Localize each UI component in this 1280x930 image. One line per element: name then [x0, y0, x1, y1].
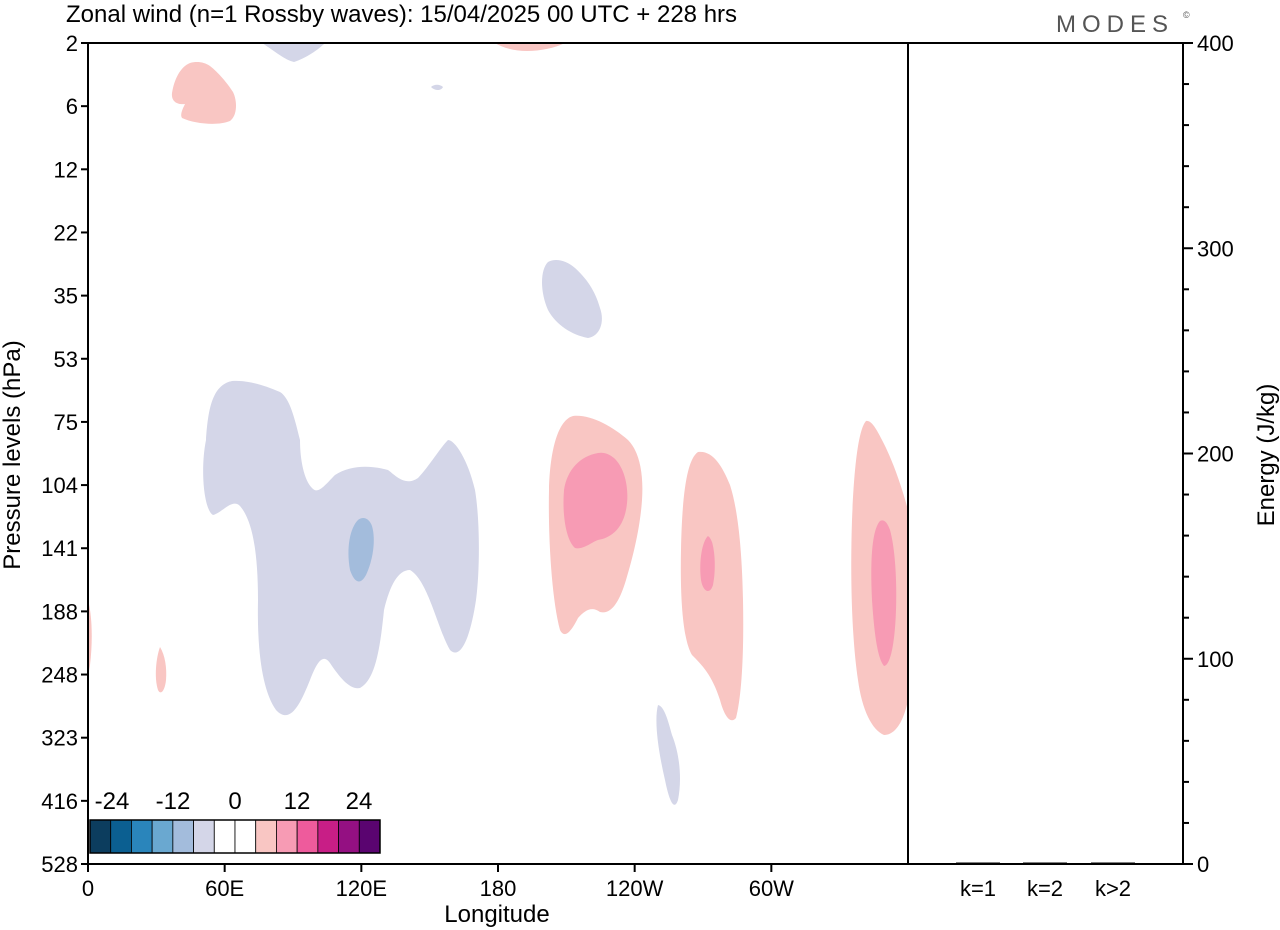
x-tick-label: 120E: [336, 876, 387, 901]
modes-logo: MODES: [1056, 11, 1174, 38]
y-tick-label: 188: [41, 599, 78, 624]
y-tick-label: 53: [54, 347, 78, 372]
y-tick-label: 22: [54, 220, 78, 245]
y-tick-label: 35: [54, 284, 78, 309]
y-tick-label: 2: [66, 31, 78, 56]
contour-negative-weak-top: [262, 43, 325, 62]
contour-negative-weak-lower: [656, 705, 680, 805]
energy-axis-ticks: 0 100 200 300 400: [1183, 31, 1234, 877]
colorbar-swatch: [172, 819, 194, 854]
y-axis-ticks: 2 6 12 22 35 53 75 104 141 188 248 323 416 528: [41, 31, 88, 877]
colorbar-swatch: [296, 819, 319, 854]
energy-bar: [956, 862, 1000, 864]
y-tick-label: 248: [41, 663, 78, 688]
energy-category-label: k=2: [1027, 876, 1063, 901]
contour-negative-weak-dot: [431, 84, 443, 90]
y-tick-label: 6: [66, 94, 78, 119]
colorbar-swatch: [338, 819, 360, 854]
x-axis-ticks: 0 60E 120E 180 120W 60W: [82, 864, 794, 901]
colorbar: [89, 819, 381, 854]
x-tick-label: 60E: [205, 876, 244, 901]
colorbar-frame: [89, 819, 381, 854]
colorbar-swatch: [151, 819, 174, 854]
logo-registered-mark: ©: [1183, 10, 1190, 20]
contour-positive-moderate-a: [563, 452, 628, 549]
energy-tick-label: 200: [1197, 442, 1234, 467]
colorbar-tick-label: 0: [228, 788, 241, 815]
x-tick-label: 180: [480, 876, 517, 901]
colorbar-tick-label: 24: [346, 788, 373, 815]
contour-positive-weak-e: [155, 647, 167, 693]
energy-axis-title: Energy (J/kg): [1253, 384, 1280, 527]
contour-field: [88, 43, 908, 805]
colorbar-swatch: [110, 819, 132, 854]
contour-negative-weak-upper: [542, 260, 602, 338]
colorbar-swatch: [193, 819, 215, 854]
colorbar-swatch: [276, 819, 298, 854]
y-tick-label: 12: [54, 157, 78, 182]
energy-bar: [1091, 862, 1135, 864]
chart-title: Zonal wind (n=1 Rossby waves): 15/04/202…: [66, 1, 737, 28]
contour-negative-weak-main: [203, 380, 479, 716]
energy-tick-label: 400: [1197, 31, 1234, 56]
x-tick-label: 60W: [749, 876, 794, 901]
contour-positive-moderate-b: [700, 536, 715, 592]
energy-bar: [1023, 862, 1067, 864]
contour-negative-moderate: [348, 518, 374, 582]
energy-tick-label: 100: [1197, 647, 1234, 672]
energy-category-label: k=1: [960, 876, 996, 901]
energy-tick-label: 0: [1197, 852, 1209, 877]
colorbar-swatch: [131, 819, 153, 854]
colorbar-tick-label: 12: [284, 788, 311, 815]
colorbar-swatch: [317, 819, 339, 854]
y-tick-label: 416: [41, 789, 78, 814]
x-tick-label: 120W: [606, 876, 664, 901]
energy-tick-label: 300: [1197, 236, 1234, 261]
x-tick-label: 0: [82, 876, 94, 901]
colorbar-swatch: [255, 819, 277, 854]
contour-positive-moderate-c: [871, 520, 897, 666]
energy-bars: [956, 862, 1135, 864]
colorbar-tick-label: -12: [156, 788, 191, 815]
contour-positive-weak-f: [495, 43, 565, 51]
colorbar-swatch: [89, 819, 112, 854]
y-tick-label: 75: [54, 410, 78, 435]
x-axis-title: Longitude: [444, 901, 549, 928]
contour-positive-weak-d: [171, 62, 237, 124]
colorbar-tick-label: -24: [95, 788, 130, 815]
energy-category-labels: k=1 k=2 k>2: [960, 876, 1131, 901]
y-axis-title: Pressure levels (hPa): [0, 340, 26, 569]
colorbar-swatch: [234, 819, 257, 854]
y-tick-label: 323: [41, 726, 78, 751]
y-tick-label: 104: [41, 473, 78, 498]
energy-category-label: k>2: [1095, 876, 1131, 901]
y-tick-label: 141: [41, 536, 78, 561]
colorbar-swatch: [213, 819, 236, 854]
colorbar-labels: -24 -12 0 12 24: [95, 788, 373, 815]
y-tick-label: 528: [41, 852, 78, 877]
colorbar-swatch: [358, 819, 381, 854]
